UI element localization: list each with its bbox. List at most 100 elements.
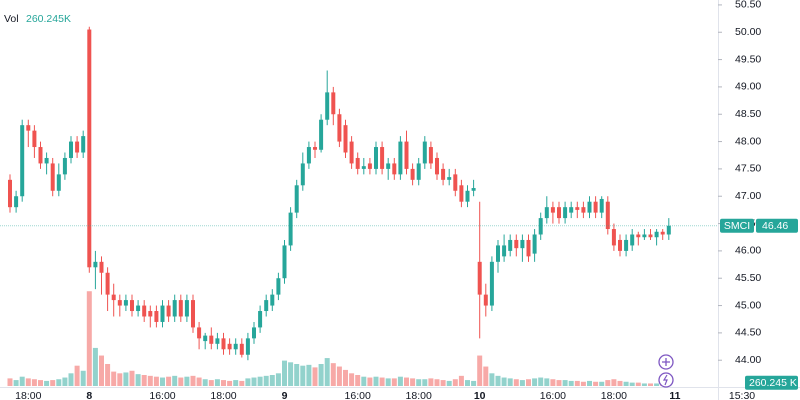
y-tick-label: 49.00 bbox=[735, 81, 761, 93]
volume-bar bbox=[135, 374, 141, 386]
candle-body bbox=[557, 207, 561, 219]
volume-bar bbox=[355, 375, 361, 386]
candle-body bbox=[374, 147, 378, 169]
volume-bar bbox=[532, 378, 538, 386]
candle-body bbox=[544, 207, 549, 219]
candle-body bbox=[666, 225, 671, 235]
volume-bar bbox=[300, 365, 306, 386]
candle-body bbox=[294, 185, 299, 213]
candle-body bbox=[233, 343, 238, 350]
candle-body bbox=[477, 261, 482, 295]
volume-bar bbox=[605, 380, 611, 386]
candle-body bbox=[508, 239, 513, 251]
candle-body bbox=[26, 125, 31, 131]
candle-body bbox=[160, 305, 165, 322]
candle-body bbox=[428, 147, 433, 164]
volume-bar bbox=[25, 378, 31, 386]
candle-body bbox=[410, 168, 415, 180]
volume-bar bbox=[80, 370, 86, 386]
candle-body bbox=[264, 300, 269, 312]
candle-body bbox=[624, 239, 629, 251]
y-tick-label: 44.00 bbox=[735, 354, 761, 366]
candle-body bbox=[514, 239, 519, 249]
candle-body bbox=[300, 163, 305, 186]
candle-body bbox=[630, 234, 635, 246]
volume-bar bbox=[477, 355, 483, 386]
volume-bar bbox=[483, 366, 489, 386]
x-tick-label: 9 bbox=[282, 390, 288, 400]
volume-legend-value: 260.245K bbox=[26, 13, 71, 25]
volume-bar bbox=[580, 381, 586, 386]
volume-bar bbox=[56, 379, 62, 386]
candle-body bbox=[386, 163, 391, 169]
volume-bar bbox=[86, 291, 92, 386]
volume-bar bbox=[275, 373, 281, 386]
candle-body bbox=[538, 218, 543, 235]
candle-body bbox=[581, 207, 586, 213]
candle-body bbox=[447, 177, 452, 180]
candle-body bbox=[380, 147, 385, 169]
volume-bar bbox=[251, 377, 257, 386]
volume-bar bbox=[593, 381, 599, 386]
candle-body bbox=[142, 305, 147, 317]
candle-body bbox=[270, 294, 275, 306]
candle-body bbox=[32, 130, 37, 148]
volume-bar bbox=[544, 378, 550, 386]
volume-bar bbox=[184, 376, 190, 386]
alert-icon-glyph bbox=[662, 374, 668, 386]
volume-bar bbox=[269, 375, 275, 386]
candle-body bbox=[392, 163, 397, 175]
volume-bar bbox=[214, 379, 220, 386]
volume-bar bbox=[568, 380, 574, 386]
volume-bar bbox=[385, 378, 391, 386]
volume-bar bbox=[111, 371, 117, 386]
x-tick-label: 16:00 bbox=[345, 390, 371, 400]
candle-body bbox=[99, 261, 104, 273]
volume-bar bbox=[513, 379, 519, 386]
candle-body bbox=[117, 300, 122, 306]
volume-bar bbox=[379, 377, 385, 386]
y-tick-label: 48.50 bbox=[735, 108, 761, 120]
volume-bar bbox=[105, 364, 111, 386]
x-tick-label: 15:30 bbox=[729, 390, 755, 400]
candle-body bbox=[184, 300, 189, 317]
candle-body bbox=[239, 343, 244, 355]
candle-body bbox=[172, 300, 177, 317]
volume-bar bbox=[147, 375, 153, 386]
price-pane bbox=[0, 26, 718, 361]
candle-body bbox=[349, 141, 354, 164]
symbol-label: SMCI bbox=[724, 220, 750, 232]
x-tick-label: 10 bbox=[474, 390, 486, 400]
volume-bar bbox=[446, 380, 452, 386]
candle-body bbox=[343, 125, 348, 153]
candle-body bbox=[416, 163, 421, 180]
y-tick-label: 48.00 bbox=[735, 135, 761, 147]
volume-bar bbox=[178, 377, 184, 386]
last-price-badge bbox=[756, 218, 798, 233]
candle-body bbox=[471, 188, 476, 191]
x-tick-label: 16:00 bbox=[149, 390, 175, 400]
volume-bar bbox=[336, 366, 342, 386]
y-tick-label: 45.00 bbox=[735, 299, 761, 311]
volume-bar bbox=[330, 363, 336, 386]
volume-bar bbox=[404, 377, 409, 386]
candle-body bbox=[245, 338, 250, 355]
candle-body bbox=[252, 327, 256, 339]
volume-bar bbox=[62, 377, 68, 386]
candle-body bbox=[276, 278, 281, 295]
volume-bar bbox=[129, 370, 135, 386]
volume-bar bbox=[68, 373, 74, 386]
candle-body bbox=[50, 163, 55, 191]
add-icon-glyph bbox=[662, 358, 670, 366]
candle-body bbox=[502, 245, 507, 257]
candle-body bbox=[178, 300, 183, 317]
candle-body bbox=[404, 141, 409, 169]
candle-body bbox=[398, 141, 403, 175]
candle-body bbox=[520, 239, 525, 249]
candle-body bbox=[8, 179, 12, 208]
volume-bar bbox=[233, 380, 239, 386]
candle-body bbox=[75, 141, 80, 153]
volume-bar bbox=[422, 379, 428, 386]
volume-bar bbox=[367, 377, 373, 386]
